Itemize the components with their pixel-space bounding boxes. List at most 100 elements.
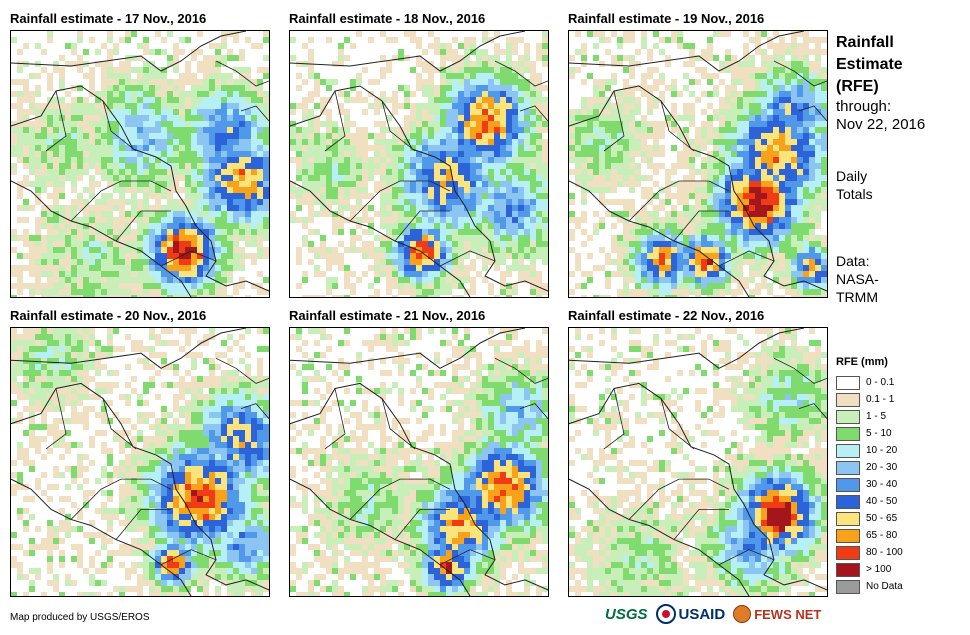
rain-cell [623, 79, 629, 85]
rain-cell [518, 229, 524, 235]
rain-cell [350, 157, 356, 163]
rain-cell [482, 157, 488, 163]
rain-cell [191, 169, 197, 175]
rain-cell [89, 67, 95, 73]
rain-cell [95, 352, 101, 358]
rain-cell [647, 97, 653, 103]
rain-cell [683, 229, 689, 235]
rain-cell [719, 151, 725, 157]
rain-cell [791, 259, 797, 265]
rain-cell [743, 61, 749, 67]
rain-cell [434, 253, 440, 259]
rain-cell [629, 241, 635, 247]
rain-cell [683, 277, 689, 283]
rain-cell [446, 241, 452, 247]
rain-cell [482, 121, 488, 127]
rain-cell [599, 121, 605, 127]
rain-cell [392, 55, 398, 61]
rain-cell [683, 151, 689, 157]
rain-cell [404, 163, 410, 169]
rain-cell [683, 163, 689, 169]
rain-cell [542, 43, 548, 49]
rain-cell [617, 145, 623, 151]
rain-cell [143, 241, 149, 247]
rain-cell [11, 265, 17, 271]
rain-cell [113, 139, 119, 145]
rain-cell [332, 181, 338, 187]
rain-cell [791, 229, 797, 235]
rain-cell [803, 43, 809, 49]
rain-cell [434, 205, 440, 211]
rain-cell [647, 271, 653, 277]
rain-cell [257, 247, 263, 253]
rain-cell [587, 253, 593, 259]
rain-cell [221, 181, 227, 187]
rain-cell [173, 364, 179, 370]
rain-cell [380, 133, 386, 139]
rain-cell [53, 163, 59, 169]
rain-cell [386, 247, 392, 253]
rain-cell [95, 382, 101, 388]
rain-cell [605, 271, 611, 277]
rain-cell [71, 406, 77, 412]
rain-cell [518, 277, 524, 283]
rain-cell [89, 109, 95, 115]
rain-cell [179, 394, 185, 400]
rain-cell [35, 187, 41, 193]
rain-cell [446, 259, 452, 265]
rain-cell [659, 253, 665, 259]
rain-cell [404, 217, 410, 223]
rain-cell [791, 121, 797, 127]
rain-cell [464, 163, 470, 169]
rain-cell [362, 211, 368, 217]
rain-cell [629, 55, 635, 61]
rain-cell [95, 61, 101, 67]
rain-cell [302, 217, 308, 223]
rain-cell [773, 85, 779, 91]
rain-cell [320, 253, 326, 259]
rain-cell [185, 406, 191, 412]
rain-cell [611, 73, 617, 79]
rain-cell [482, 127, 488, 133]
rain-cell [137, 229, 143, 235]
rain-cell [41, 175, 47, 181]
rain-cell [677, 157, 683, 163]
rain-cell [77, 334, 83, 340]
rain-cell [659, 37, 665, 43]
rain-cell [785, 139, 791, 145]
rain-cell [41, 67, 47, 73]
rain-cell [683, 295, 689, 297]
rain-cell [470, 187, 476, 193]
rain-cell [629, 247, 635, 253]
rain-cell [215, 151, 221, 157]
rain-cell [404, 187, 410, 193]
rain-cell [332, 169, 338, 175]
rain-cell [308, 163, 314, 169]
rain-cell [83, 328, 89, 334]
rain-cell [215, 295, 221, 297]
rain-cell [71, 253, 77, 259]
rain-cell [779, 151, 785, 157]
rain-cell [41, 139, 47, 145]
rain-cell [137, 175, 143, 181]
rain-cell [314, 157, 320, 163]
rain-cell [11, 340, 17, 346]
rain-cell [209, 97, 215, 103]
rain-cell [83, 247, 89, 253]
rain-cell [17, 283, 23, 289]
rain-cell [512, 37, 518, 43]
rain-cell [65, 61, 71, 67]
rain-cell [791, 193, 797, 199]
rain-cell [155, 283, 161, 289]
rain-cell [215, 394, 221, 400]
rain-cell [524, 265, 530, 271]
rain-cell [113, 175, 119, 181]
rain-cell [494, 115, 500, 121]
rain-cell [719, 187, 725, 193]
rain-cell [191, 382, 197, 388]
rain-cell [569, 127, 575, 133]
rain-cell [344, 169, 350, 175]
rain-cell [179, 79, 185, 85]
rain-cell [173, 241, 179, 247]
rain-cell [689, 211, 695, 217]
